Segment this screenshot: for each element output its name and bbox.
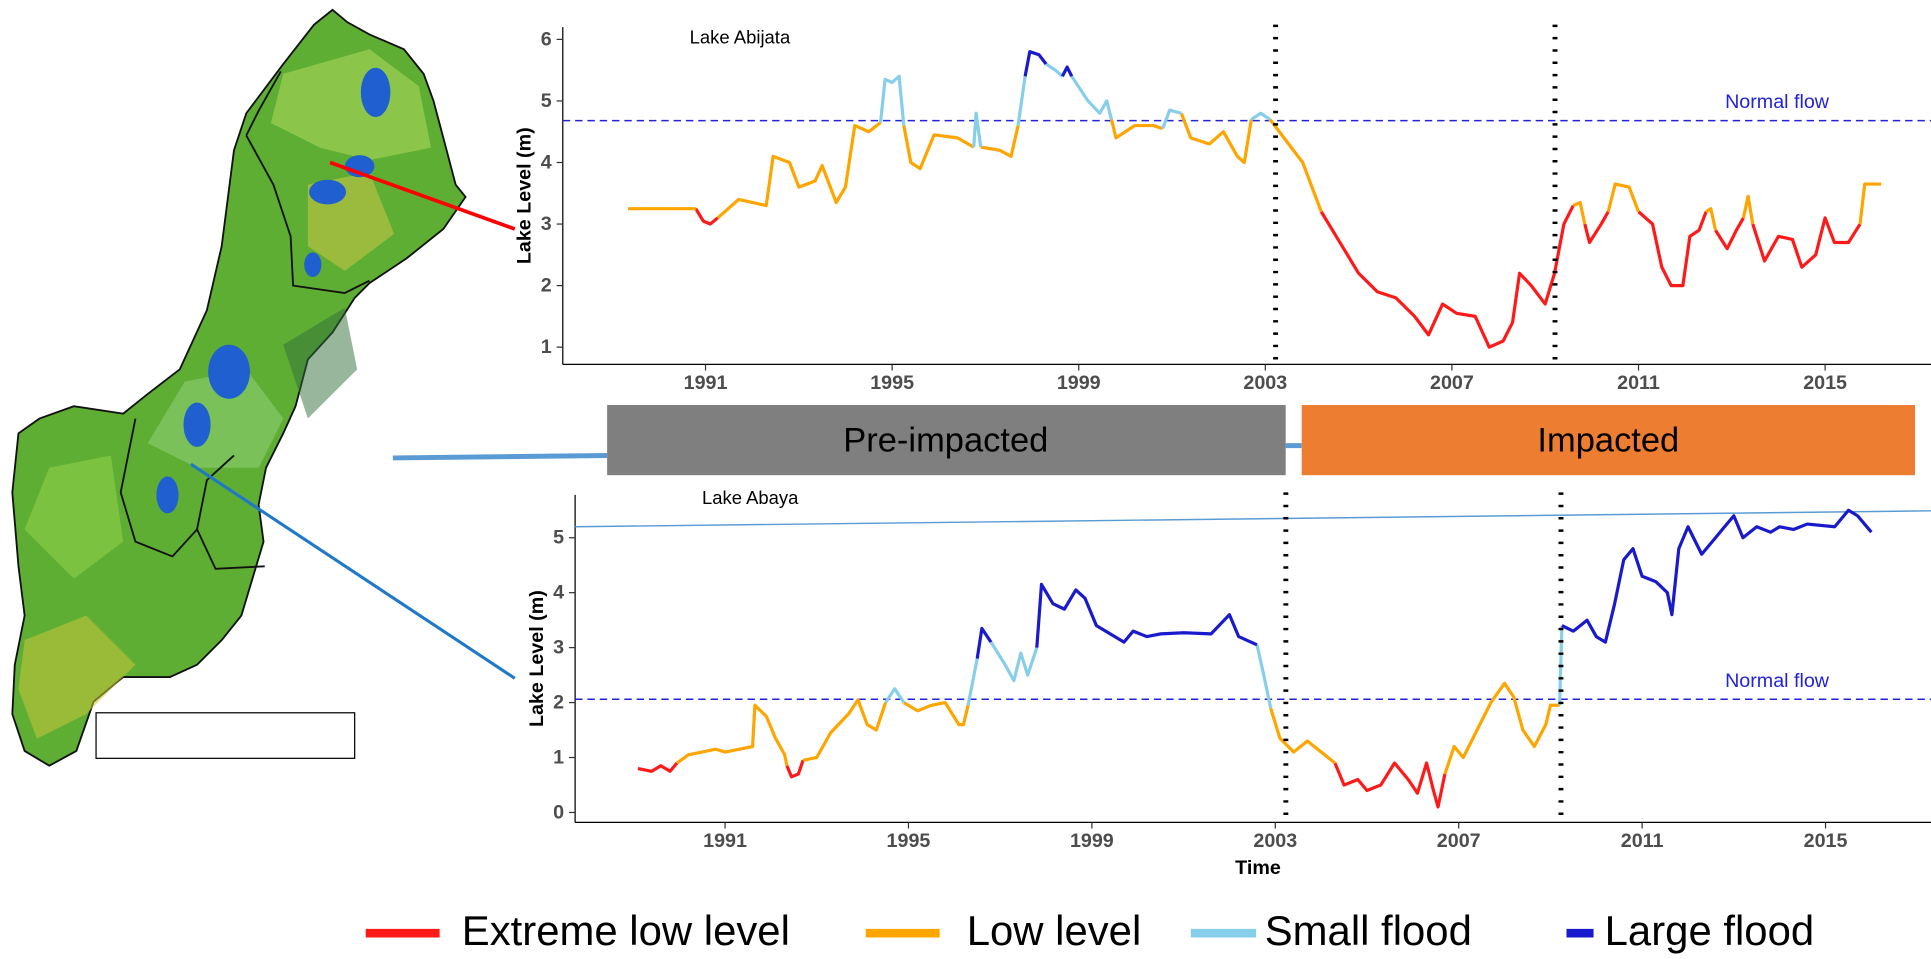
y-tick-label: 1 — [553, 747, 564, 769]
basin-map — [12, 10, 1301, 766]
y-tick-label: 3 — [541, 213, 552, 235]
chart-title: Lake Abijata — [690, 26, 791, 47]
normal-flow-label: Normal flow — [1725, 91, 1830, 113]
x-tick-label: 2015 — [1804, 830, 1848, 852]
legend-label: Low level — [967, 907, 1142, 954]
normal-flow-label: Normal flow — [1725, 670, 1830, 692]
period-label: Impacted — [1537, 422, 1679, 460]
y-tick-label: 1 — [541, 336, 552, 358]
y-tick-label: 2 — [541, 275, 552, 297]
x-tick-label: 1991 — [684, 372, 728, 394]
legend-label: Large flood — [1605, 907, 1815, 954]
x-tick-label: 1999 — [1057, 372, 1101, 394]
period-label: Pre-impacted — [843, 422, 1048, 460]
y-tick-label: 4 — [553, 582, 564, 604]
x-tick-label: 2003 — [1253, 830, 1297, 852]
level-line — [977, 510, 1871, 658]
level-line — [677, 683, 1560, 774]
y-tick-label: 6 — [541, 28, 552, 50]
legend-label: Extreme low level — [462, 907, 790, 954]
figure: Pre-impacted Impacted 1 2 3 4 5 6 1991 1995 1999… — [0, 0, 1931, 959]
y-axis-label: Lake Level (m) — [514, 127, 536, 264]
y-tick-label: 3 — [553, 637, 564, 659]
x-axis-label: Time — [1235, 857, 1281, 879]
x-tick-label: 2011 — [1617, 372, 1660, 394]
x-tick-label: 2011 — [1621, 830, 1664, 852]
y-tick-label: 0 — [553, 801, 564, 823]
legend-label: Small flood — [1265, 907, 1472, 954]
chart-title: Lake Abaya — [702, 487, 799, 508]
x-tick-label: 2003 — [1243, 372, 1287, 394]
x-tick-label: 2007 — [1437, 830, 1481, 852]
y-axis-label: Lake Level (m) — [526, 590, 548, 727]
y-tick-label: 4 — [541, 152, 552, 174]
x-tick-label: 1995 — [887, 830, 931, 852]
level-line — [638, 760, 1445, 807]
x-tick-label: 1991 — [703, 830, 747, 852]
x-tick-label: 2015 — [1803, 372, 1847, 394]
level-line — [628, 113, 1881, 230]
x-tick-label: 2007 — [1430, 372, 1474, 394]
x-tick-label: 1999 — [1070, 830, 1114, 852]
y-tick-label: 5 — [541, 90, 552, 112]
y-tick-label: 2 — [553, 692, 564, 714]
level-line — [696, 206, 1860, 348]
x-tick-label: 1995 — [870, 372, 914, 394]
y-tick-label: 5 — [553, 527, 564, 549]
